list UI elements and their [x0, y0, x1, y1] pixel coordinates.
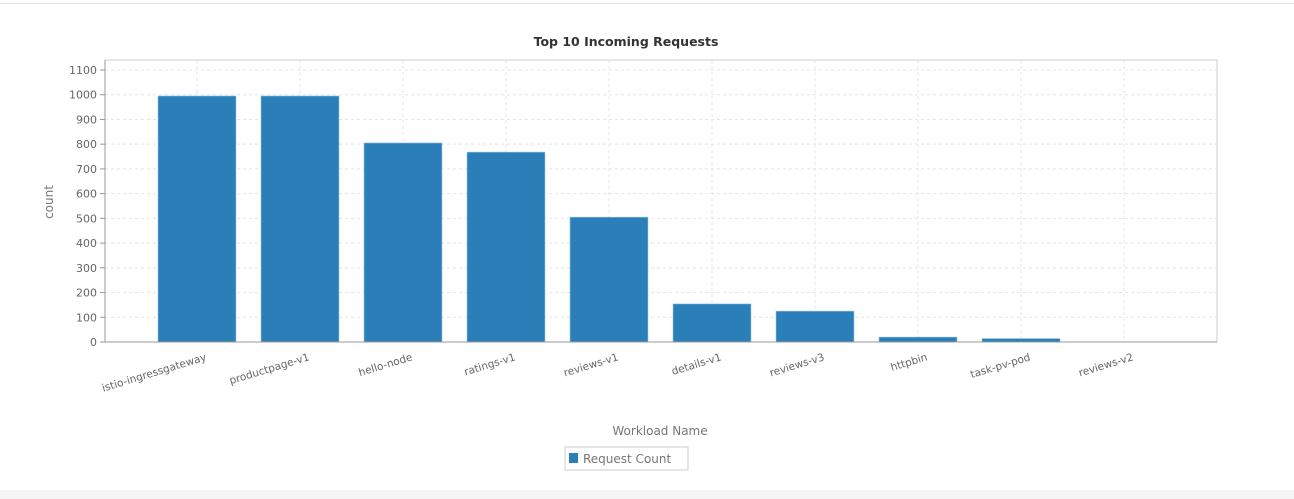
x-axis-label: Workload Name — [612, 424, 707, 438]
legend: Request Count — [564, 446, 689, 471]
x-tick-label: reviews-v2 — [1077, 351, 1135, 379]
x-tick-label: reviews-v1 — [562, 351, 620, 379]
x-tick-label: details-v1 — [670, 351, 723, 378]
bar-istio-ingressgateway — [157, 95, 237, 343]
top-divider — [0, 3, 1294, 4]
x-tick-label: istio-ingressgateway — [101, 351, 208, 394]
bar-httpbin — [878, 336, 958, 343]
bar-hello-node — [363, 142, 443, 343]
y-tick-label: 200 — [76, 287, 97, 300]
legend-box — [564, 446, 689, 471]
bars — [157, 95, 1061, 343]
legend-swatch — [569, 453, 578, 463]
y-tick-label: 600 — [76, 188, 97, 201]
bar-productpage-v1 — [260, 95, 340, 343]
y-axis: 0 100 200 300 400 500 600 700 800 900 1000 1100 — [69, 60, 106, 349]
bar-ratings-v1 — [466, 151, 546, 343]
y-tick-label: 300 — [76, 262, 97, 275]
bar-task-pv-pod — [981, 338, 1061, 343]
chart-title: Top 10 Incoming Requests — [534, 34, 719, 49]
x-tick-label: hello-node — [357, 351, 414, 379]
y-tick-label: 900 — [76, 113, 97, 126]
y-axis-label: count — [42, 185, 56, 219]
bar-reviews-v1 — [569, 216, 649, 343]
x-tick-label: ratings-v1 — [463, 351, 517, 378]
x-tick-label: reviews-v3 — [768, 351, 826, 379]
y-tick-label: 1000 — [69, 89, 97, 102]
y-tick-label: 1100 — [69, 64, 97, 77]
bar-details-v1 — [672, 303, 752, 343]
y-tick-label: 400 — [76, 237, 97, 250]
x-tick-label: productpage-v1 — [228, 351, 311, 387]
y-tick-label: 700 — [76, 163, 97, 176]
bottom-band — [0, 490, 1294, 499]
y-tick-label: 800 — [76, 138, 97, 151]
bar-reviews-v3 — [775, 310, 855, 343]
x-tick-label: task-pv-pod — [969, 351, 1032, 381]
y-tick-label: 100 — [76, 311, 97, 324]
legend-label: Request Count — [583, 452, 671, 466]
y-tick-label: 500 — [76, 212, 97, 225]
x-tick-label: httpbin — [889, 351, 929, 374]
x-axis: istio-ingressgateway productpage-v1 hello-… — [101, 341, 1217, 395]
y-tick-label: 0 — [90, 336, 97, 349]
